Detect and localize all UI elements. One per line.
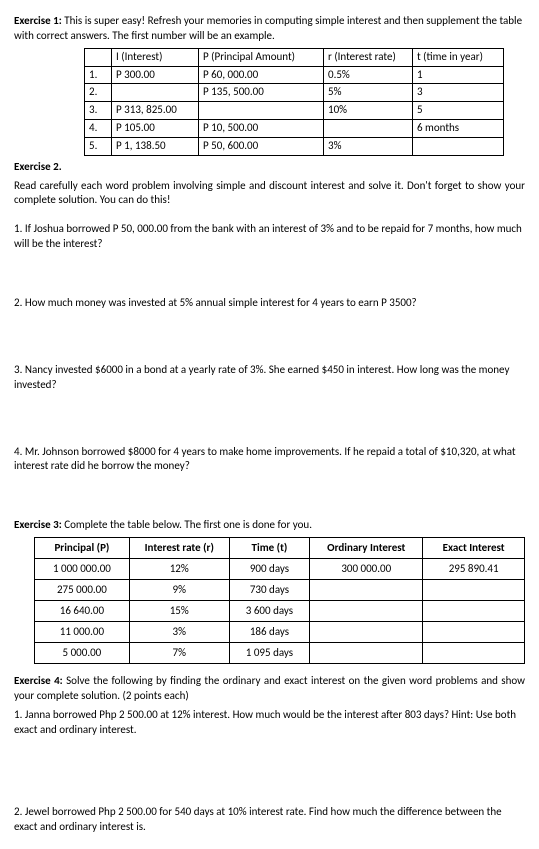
ex3-cell — [423, 580, 525, 601]
ex4-q2: 2. Jewel borrowed Php 2 500.00 for 540 d… — [14, 805, 525, 835]
ex3-header-1: Interest rate (r) — [129, 538, 229, 559]
ex3-body: 1 000 000.0012%900 days300 000.00295 890… — [35, 559, 525, 664]
ex1-cell: P 313, 825.00 — [112, 102, 199, 120]
ex3-row: 1 000 000.0012%900 days300 000.00295 890… — [35, 559, 525, 580]
ex3-row: 16 640.0015%3 600 days — [35, 601, 525, 622]
ex3-cell: 15% — [129, 601, 229, 622]
ex2-title: Exercise 2. — [14, 160, 525, 175]
ex1-row: 2. P 135, 500.005%3 — [85, 84, 504, 102]
ex3-cell: 9% — [129, 580, 229, 601]
ex1-cell: 3. — [85, 102, 112, 120]
ex1-cell — [413, 137, 504, 155]
ex1-row: 3.P 313, 825.00 10%5 — [85, 102, 504, 120]
ex3-cell: 5 000.00 — [35, 643, 130, 664]
ex3-cell — [310, 643, 423, 664]
ex2-q4: 4. Mr. Johnson borrowed $8000 for 4 year… — [14, 445, 525, 475]
ex1-cell: P 10, 500.00 — [199, 120, 324, 138]
ex1-cell: P 1, 138.50 — [112, 137, 199, 155]
ex3-cell: 295 890.41 — [423, 559, 525, 580]
ex2-intro: Read carefully each word problem involvi… — [14, 179, 525, 209]
ex1-header-0 — [85, 48, 112, 66]
ex1-cell: 3 — [413, 84, 504, 102]
ex1-cell: P 60, 000.00 — [199, 66, 324, 84]
ex1-cell: 1. — [85, 66, 112, 84]
ex1-cell: P 50, 600.00 — [199, 137, 324, 155]
ex4-title: Exercise 4: — [14, 674, 63, 687]
ex3-cell: 275 000.00 — [35, 580, 130, 601]
ex3-table: Principal (P)Interest rate (r)Time (t)Or… — [34, 537, 525, 664]
ex3-cell: 7% — [129, 643, 229, 664]
ex3-header-3: Ordinary Interest — [310, 538, 423, 559]
ex1-cell: 4. — [85, 120, 112, 138]
ex3-header-2: Time (t) — [229, 538, 310, 559]
ex1-cell — [112, 84, 199, 102]
ex1-cell: 5. — [85, 137, 112, 155]
ex1-row: 5.P 1, 138.50P 50, 600.003% — [85, 137, 504, 155]
ex1-header-2: P (Principal Amount) — [199, 48, 324, 66]
ex3-cell: 12% — [129, 559, 229, 580]
ex3-cell — [310, 622, 423, 643]
ex3-cell — [423, 622, 525, 643]
ex2-q3: 3. Nancy invested $6000 in a bond at a y… — [14, 363, 525, 393]
ex1-cell — [324, 120, 413, 138]
ex1-table: I (Interest)P (Principal Amount)r (Inter… — [84, 48, 504, 156]
ex1-intro-text: This is super easy! Refresh your memorie… — [14, 14, 522, 42]
ex3-cell: 3% — [129, 622, 229, 643]
ex4-q1: 1. Janna borrowed Php 2 500.00 at 12% in… — [14, 708, 525, 738]
ex3-header-4: Exact Interest — [423, 538, 525, 559]
ex3-header-row: Principal (P)Interest rate (r)Time (t)Or… — [35, 538, 525, 559]
ex1-cell: P 135, 500.00 — [199, 84, 324, 102]
ex1-title: Exercise 1: — [14, 14, 62, 27]
ex3-cell: 730 days — [229, 580, 310, 601]
ex3-cell: 3 600 days — [229, 601, 310, 622]
ex3-cell — [423, 601, 525, 622]
ex1-row: 4.P 105.00P 10, 500.00 6 months — [85, 120, 504, 138]
ex1-cell: 5 — [413, 102, 504, 120]
ex1-cell: 5% — [324, 84, 413, 102]
ex1-cell: P 105.00 — [112, 120, 199, 138]
ex3-cell — [310, 601, 423, 622]
ex3-cell: 186 days — [229, 622, 310, 643]
ex3-header-0: Principal (P) — [35, 538, 130, 559]
ex2-q1: 1. If Joshua borrowed P 50, 000.00 from … — [14, 222, 525, 252]
ex3-cell: 16 640.00 — [35, 601, 130, 622]
ex3-row: 11 000.003%186 days — [35, 622, 525, 643]
ex1-header-1: I (Interest) — [112, 48, 199, 66]
ex4-intro: Exercise 4: Solve the following by findi… — [14, 674, 525, 704]
ex1-cell: 6 months — [413, 120, 504, 138]
ex3-intro-text: Complete the table below. The first one … — [62, 518, 312, 531]
ex3-cell: 900 days — [229, 559, 310, 580]
ex1-row: 1.P 300.00P 60, 000.000.5%1 — [85, 66, 504, 84]
ex1-cell: P 300.00 — [112, 66, 199, 84]
ex1-intro: Exercise 1: This is super easy! Refresh … — [14, 14, 525, 44]
ex1-cell: 0.5% — [324, 66, 413, 84]
ex3-cell: 1 000 000.00 — [35, 559, 130, 580]
ex1-cell — [199, 102, 324, 120]
ex3-title: Exercise 3: — [14, 518, 62, 531]
ex1-cell: 10% — [324, 102, 413, 120]
ex4-intro-text: Solve the following by finding the ordin… — [14, 674, 525, 702]
ex3-cell — [423, 643, 525, 664]
ex3-cell: 300 000.00 — [310, 559, 423, 580]
ex1-body: 1.P 300.00P 60, 000.000.5%12.P 135, 500.… — [85, 66, 504, 155]
ex1-cell: 2. — [85, 84, 112, 102]
ex3-intro: Exercise 3: Complete the table below. Th… — [14, 518, 525, 533]
ex1-cell: 3% — [324, 137, 413, 155]
ex3-cell — [310, 580, 423, 601]
ex3-row: 5 000.007%1 095 days — [35, 643, 525, 664]
ex1-cell: 1 — [413, 66, 504, 84]
ex1-header-4: t (time in year) — [413, 48, 504, 66]
ex3-row: 275 000.009%730 days — [35, 580, 525, 601]
ex1-header-3: r (Interest rate) — [324, 48, 413, 66]
ex3-cell: 1 095 days — [229, 643, 310, 664]
ex2-q2: 2. How much money was invested at 5% ann… — [14, 296, 525, 311]
ex1-header-row: I (Interest)P (Principal Amount)r (Inter… — [85, 48, 504, 66]
ex3-cell: 11 000.00 — [35, 622, 130, 643]
